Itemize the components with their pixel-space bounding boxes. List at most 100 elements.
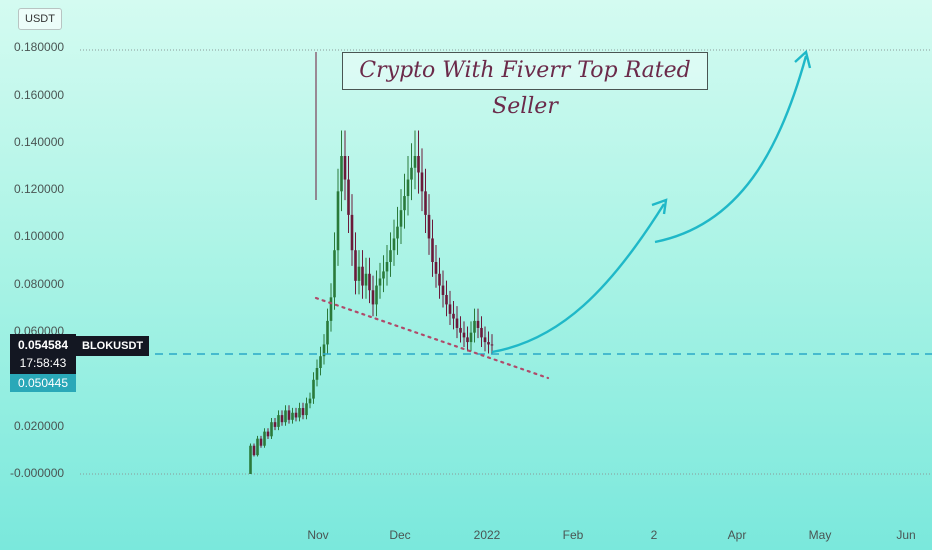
projection-arrow-2[interactable] bbox=[654, 55, 808, 244]
x-tick: Apr bbox=[727, 528, 747, 542]
candle-body bbox=[329, 297, 333, 321]
candle-body bbox=[483, 337, 487, 343]
candle-body bbox=[466, 337, 469, 343]
symbol-label: BLOKUSDT bbox=[76, 336, 150, 356]
y-tick: 0.160000 bbox=[14, 88, 65, 102]
x-tick: Feb bbox=[562, 528, 584, 542]
candle-body bbox=[256, 438, 259, 456]
candle-body bbox=[438, 273, 441, 286]
candle-body bbox=[347, 179, 350, 215]
candle-body bbox=[312, 379, 315, 399]
candle-body bbox=[445, 294, 448, 305]
candle-body bbox=[434, 262, 438, 274]
candle-body bbox=[315, 368, 319, 380]
x-tick: 2 bbox=[650, 528, 658, 542]
candle-body bbox=[392, 238, 396, 251]
candle-body bbox=[371, 290, 375, 305]
candle-body bbox=[333, 250, 336, 298]
candle-body bbox=[452, 313, 455, 319]
candle-body bbox=[375, 285, 378, 305]
candle-body bbox=[487, 342, 490, 345]
candle-body bbox=[354, 250, 357, 281]
candle-body bbox=[441, 285, 445, 295]
candle-body bbox=[291, 412, 294, 420]
candle-body bbox=[455, 318, 459, 328]
y-tick: 0.100000 bbox=[14, 229, 65, 243]
arrowhead-1 bbox=[651, 198, 668, 215]
candle-body bbox=[298, 408, 301, 418]
candle-body bbox=[350, 214, 354, 251]
low-price-label: 0.050445 bbox=[10, 374, 76, 392]
candle-body bbox=[287, 410, 291, 420]
candle-body bbox=[273, 422, 277, 427]
candle-body bbox=[490, 344, 494, 346]
projection-arrow-1[interactable] bbox=[491, 203, 666, 354]
candle-body bbox=[357, 266, 361, 281]
candle-body bbox=[343, 156, 347, 180]
chart-title-annotation[interactable]: Crypto With Fiverr Top Rated Seller bbox=[342, 52, 708, 119]
candle-body bbox=[406, 179, 410, 197]
candle-body bbox=[462, 332, 466, 338]
candle-body bbox=[319, 356, 322, 368]
x-tick: Dec bbox=[389, 528, 411, 542]
candle-body bbox=[252, 445, 256, 456]
candle-body bbox=[308, 398, 312, 404]
candle-body bbox=[459, 327, 462, 333]
candle-body bbox=[420, 172, 424, 192]
candle-body bbox=[294, 412, 298, 418]
candle-body bbox=[340, 156, 343, 192]
unit-badge[interactable]: USDT bbox=[18, 8, 62, 30]
candle-body bbox=[403, 196, 406, 211]
x-tick: Jun bbox=[896, 528, 916, 542]
candle-body bbox=[399, 210, 403, 227]
bar-countdown: 17:58:43 bbox=[19, 356, 67, 370]
candle-body bbox=[385, 262, 389, 272]
candle-body bbox=[378, 278, 382, 286]
candle-body bbox=[361, 266, 364, 286]
x-tick: May bbox=[808, 528, 832, 542]
y-tick: 0.120000 bbox=[14, 182, 65, 196]
candle-body bbox=[476, 320, 480, 328]
candle-body bbox=[389, 250, 392, 262]
current-price: 0.054584 bbox=[17, 338, 69, 352]
candle-body bbox=[364, 273, 368, 286]
x-tick: Nov bbox=[307, 528, 329, 542]
current-price-label: 0.054584 17:58:43 bbox=[10, 334, 76, 374]
candle-body bbox=[336, 191, 340, 251]
candle-body bbox=[305, 403, 308, 416]
x-tick: 2022 bbox=[473, 528, 501, 542]
candle-body bbox=[249, 445, 252, 474]
candle-body bbox=[280, 415, 284, 423]
candle-body bbox=[322, 344, 326, 357]
candles-group bbox=[249, 52, 494, 474]
candle-body bbox=[448, 304, 452, 314]
candle-body bbox=[368, 273, 371, 291]
candle-body bbox=[301, 408, 305, 416]
candle-body bbox=[410, 167, 413, 180]
trendline[interactable] bbox=[314, 296, 550, 380]
candle-body bbox=[263, 431, 266, 446]
candle-body bbox=[469, 332, 473, 343]
arrowhead-2 bbox=[794, 49, 812, 69]
candle-body bbox=[284, 410, 287, 423]
candle-body bbox=[326, 320, 329, 345]
candle-body bbox=[266, 431, 270, 437]
candle-body bbox=[259, 438, 263, 446]
candle-body bbox=[382, 271, 385, 279]
candle-body bbox=[270, 422, 273, 437]
y-tick: 0.140000 bbox=[14, 135, 65, 149]
candle-body bbox=[431, 238, 434, 262]
candle-body bbox=[396, 226, 399, 239]
candle-body bbox=[417, 156, 420, 173]
candle-body bbox=[473, 320, 476, 333]
candle-body bbox=[277, 415, 280, 427]
y-tick: 0.180000 bbox=[14, 40, 65, 54]
y-tick: -0.000000 bbox=[10, 466, 65, 480]
y-tick: 0.020000 bbox=[14, 419, 65, 433]
candle-body bbox=[424, 191, 427, 215]
candle-body bbox=[480, 327, 483, 338]
y-tick: 0.080000 bbox=[14, 277, 65, 291]
candle-body bbox=[427, 214, 431, 239]
candle-body bbox=[413, 156, 417, 168]
